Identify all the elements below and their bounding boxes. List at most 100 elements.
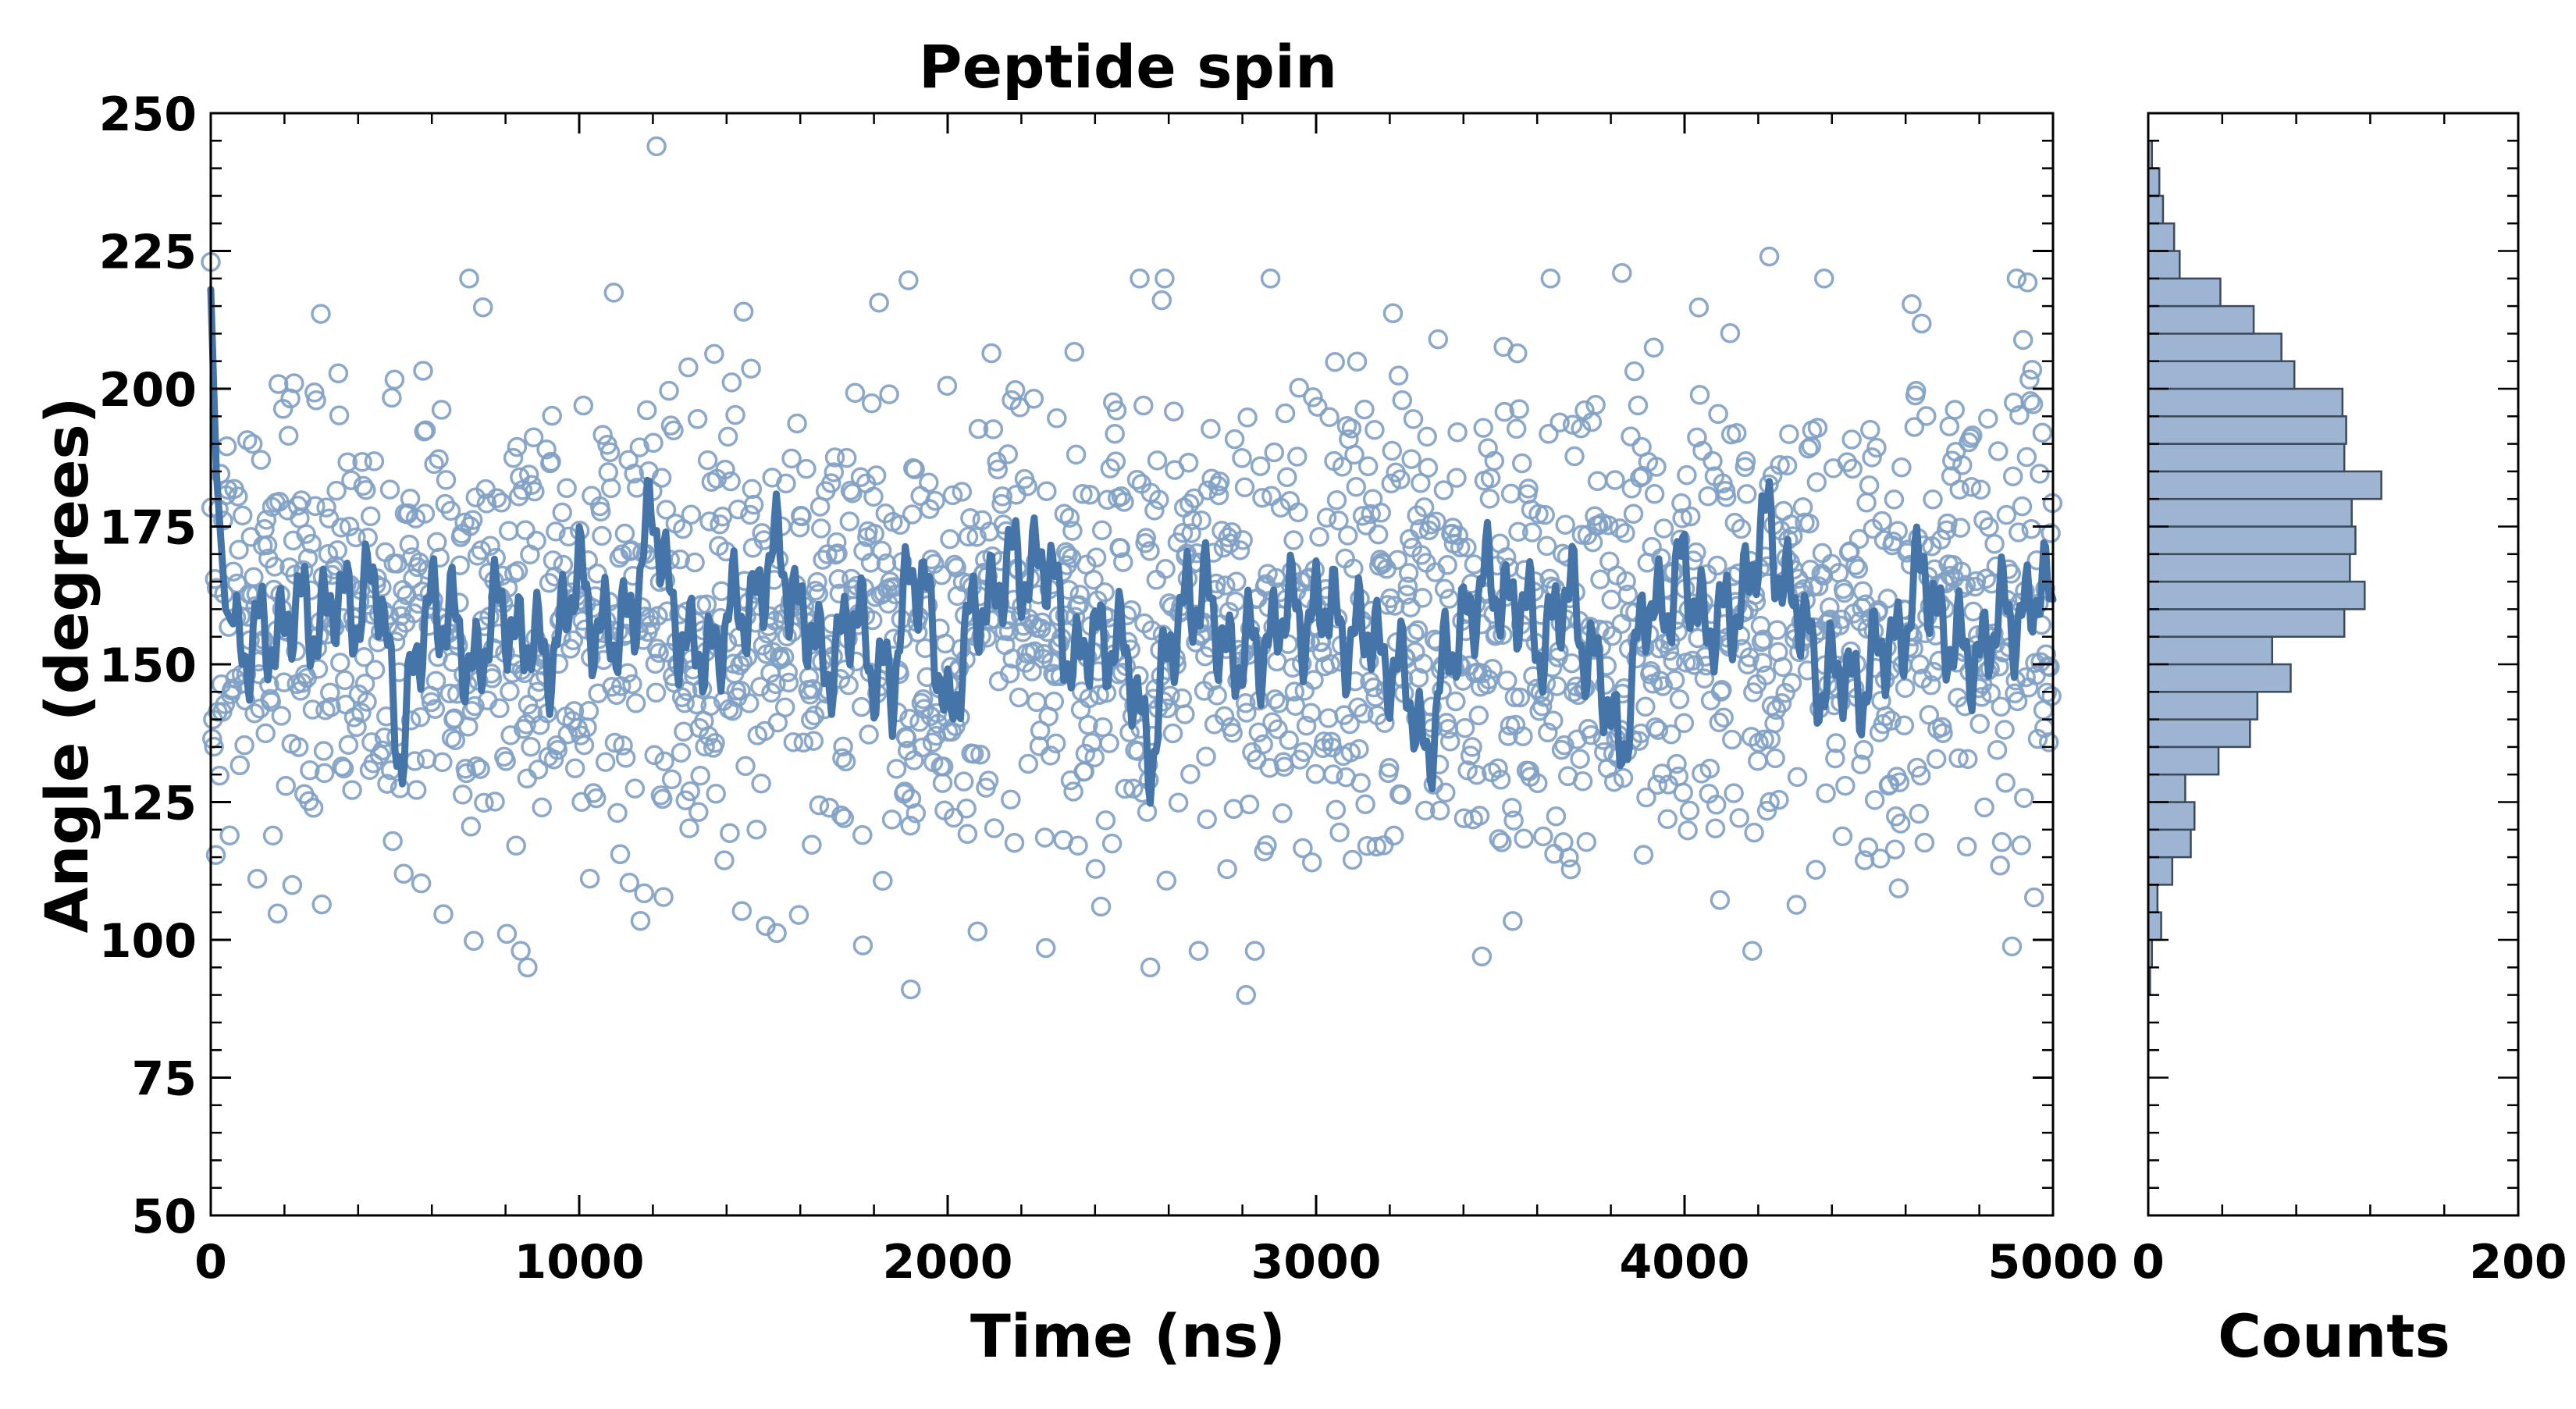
scatter-point — [1105, 423, 1125, 444]
scatter-point — [1689, 385, 1710, 405]
histogram-bar — [2147, 773, 2186, 803]
scatter-point — [1224, 429, 1245, 450]
scatter-point — [2012, 329, 2033, 350]
scatter-point — [1991, 696, 2012, 717]
scatter-point — [1288, 502, 1308, 523]
scatter-point — [720, 823, 740, 843]
scatter-point — [1450, 537, 1471, 558]
scatter-point — [1099, 733, 1119, 753]
scatter-point — [1820, 597, 1840, 617]
scatter-point — [278, 425, 299, 446]
scatter-point — [496, 751, 516, 771]
scatter-point — [320, 682, 340, 703]
scatter-point — [1371, 503, 1391, 523]
scatter-point — [751, 773, 771, 794]
scatter-point — [480, 535, 500, 556]
scatter-point — [1616, 571, 1636, 592]
scatter-point — [1647, 774, 1667, 795]
scatter-point — [679, 818, 699, 838]
scatter-point — [654, 751, 674, 772]
scatter-point — [656, 500, 677, 520]
scatter-point — [1301, 852, 1322, 873]
scatter-point — [1978, 408, 1998, 429]
scatter-point — [1497, 671, 1517, 691]
scatter-point — [983, 419, 1004, 439]
scatter-point — [2024, 887, 2044, 908]
scatter-point — [1720, 323, 1741, 343]
scatter-point — [337, 452, 358, 473]
scatter-point — [956, 799, 977, 819]
scatter-point — [1078, 714, 1098, 735]
scatter-point — [845, 382, 866, 404]
scatter-point — [1653, 676, 1674, 696]
scatter-point — [426, 532, 447, 553]
histogram-bar — [2147, 691, 2259, 721]
scatter-point — [1742, 941, 1763, 961]
scatter-point — [546, 521, 566, 542]
scatter-point — [1387, 550, 1408, 570]
scatter-point — [1201, 418, 1221, 439]
scatter-point — [429, 449, 449, 469]
scatter-point — [860, 553, 881, 573]
scatter-point — [486, 488, 507, 508]
scatter-point — [1722, 729, 1742, 750]
scatter-point — [1400, 528, 1420, 550]
scatter-point — [1355, 794, 1375, 814]
scatter-point — [1770, 455, 1790, 475]
scatter-point — [1644, 484, 1665, 504]
scatter-point — [311, 894, 332, 915]
scatter-point — [1852, 581, 1873, 602]
scatter-point — [1417, 426, 1437, 447]
scatter-point — [410, 706, 431, 728]
scatter-point — [1848, 528, 1870, 550]
histogram-bar — [2147, 277, 2222, 308]
scatter-point — [431, 400, 452, 420]
scatter-point — [301, 533, 322, 554]
scatter-point — [1832, 826, 1853, 847]
scatter-point — [1994, 720, 2015, 740]
scatter-point — [1434, 578, 1455, 600]
histogram-bar — [2147, 580, 2366, 610]
scatter-point — [592, 425, 613, 445]
scatter-point — [1473, 418, 1493, 438]
scatter-point — [700, 696, 720, 717]
scatter-point — [353, 475, 374, 496]
scatter-point — [1068, 835, 1088, 856]
scatter-point — [1990, 856, 2010, 876]
scatter-point — [1472, 663, 1493, 684]
scatter-point — [1047, 408, 1067, 429]
scatter-point-outlier — [852, 935, 873, 955]
scatter-point — [1346, 476, 1367, 497]
scatter-point — [528, 760, 549, 780]
scatter-point — [1969, 713, 1990, 735]
scatter-point — [984, 818, 1005, 838]
scatter-point — [674, 721, 694, 742]
scatter-point — [1984, 533, 2005, 554]
scatter-point — [840, 480, 861, 501]
scatter-point — [356, 479, 376, 500]
scatter-point — [464, 696, 485, 717]
scatter-point — [1277, 467, 1297, 488]
scatter-point — [1807, 418, 1828, 438]
scatter-point — [1661, 724, 1681, 745]
scatter-point — [525, 481, 545, 502]
scatter-point — [824, 447, 845, 468]
scatter-point — [1936, 520, 1957, 541]
scatter-point — [1018, 753, 1039, 774]
scatter-point — [804, 705, 825, 726]
scatter-point — [789, 517, 810, 538]
scatter-point — [1217, 859, 1237, 880]
scatter-point — [943, 807, 964, 828]
scatter-point — [511, 941, 531, 961]
scatter-point — [491, 493, 512, 513]
scatter-point — [1904, 417, 1925, 437]
scatter-point — [1735, 451, 1756, 471]
scatter-point — [1293, 838, 1313, 859]
scatter-point — [1624, 361, 1645, 382]
scatter-point — [1168, 792, 1189, 813]
scatter-point — [1248, 722, 1269, 743]
scatter-point — [1130, 269, 1150, 289]
scatter-point — [445, 730, 466, 751]
scatter-point — [234, 735, 254, 756]
